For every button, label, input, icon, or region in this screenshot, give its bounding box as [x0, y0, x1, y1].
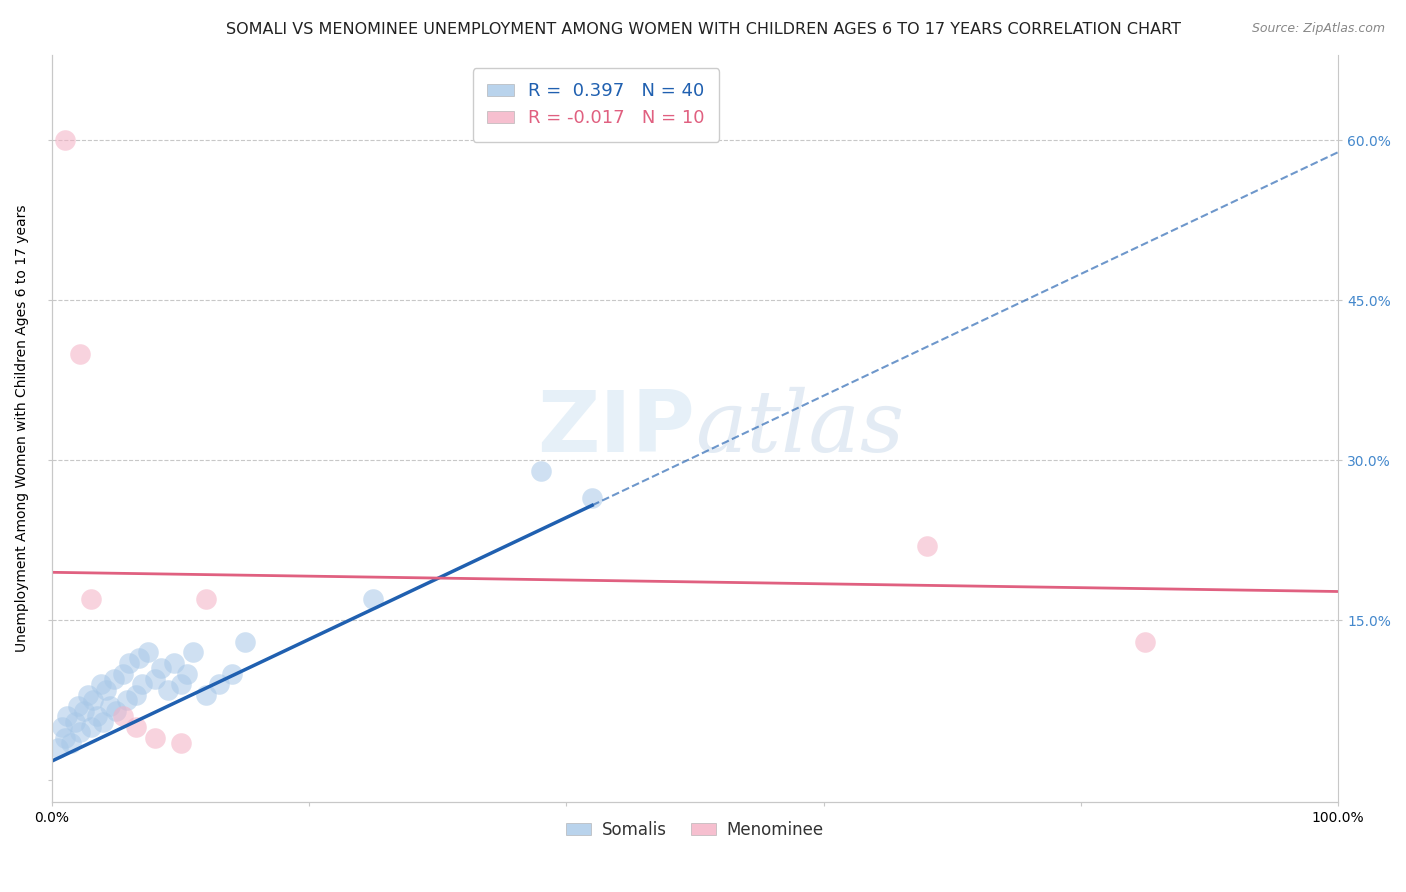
Point	[46, 741, 69, 756]
Point	[51, 720, 73, 734]
Point	[169, 677, 191, 691]
Point	[1133, 634, 1156, 648]
Point	[915, 539, 938, 553]
Point	[103, 672, 125, 686]
Point	[183, 645, 205, 659]
Point	[77, 688, 100, 702]
Point	[79, 720, 101, 734]
Point	[195, 591, 218, 606]
Point	[143, 731, 166, 745]
Point	[105, 704, 128, 718]
Point	[111, 666, 134, 681]
Point	[128, 650, 150, 665]
Point	[176, 666, 198, 681]
Point	[60, 736, 83, 750]
Point	[195, 688, 218, 702]
Point	[53, 731, 76, 745]
Point	[90, 677, 112, 691]
Point	[208, 677, 231, 691]
Point	[131, 677, 153, 691]
Point	[79, 591, 101, 606]
Point	[69, 725, 91, 739]
Point	[63, 714, 86, 729]
Point	[98, 698, 121, 713]
Point	[530, 464, 553, 478]
Point	[124, 688, 146, 702]
Point	[138, 645, 160, 659]
Point	[69, 347, 91, 361]
Point	[581, 491, 603, 505]
Point	[156, 682, 179, 697]
Point	[82, 693, 104, 707]
Point	[118, 656, 141, 670]
Point	[115, 693, 138, 707]
Point	[163, 656, 186, 670]
Y-axis label: Unemployment Among Women with Children Ages 6 to 17 years: Unemployment Among Women with Children A…	[15, 204, 30, 652]
Point	[363, 591, 385, 606]
Text: ZIP: ZIP	[537, 387, 695, 470]
Point	[233, 634, 256, 648]
Text: atlas: atlas	[695, 387, 904, 470]
Point	[73, 704, 96, 718]
Point	[53, 133, 76, 147]
Point	[150, 661, 173, 675]
Point	[56, 709, 79, 723]
Point	[143, 672, 166, 686]
Text: Source: ZipAtlas.com: Source: ZipAtlas.com	[1251, 22, 1385, 36]
Point	[124, 720, 146, 734]
Point	[86, 709, 108, 723]
Point	[111, 709, 134, 723]
Point	[93, 714, 115, 729]
Point	[66, 698, 89, 713]
Legend: Somalis, Menominee: Somalis, Menominee	[560, 814, 830, 846]
Point	[221, 666, 243, 681]
Point	[94, 682, 117, 697]
Point	[169, 736, 191, 750]
Text: SOMALI VS MENOMINEE UNEMPLOYMENT AMONG WOMEN WITH CHILDREN AGES 6 TO 17 YEARS CO: SOMALI VS MENOMINEE UNEMPLOYMENT AMONG W…	[225, 22, 1181, 37]
